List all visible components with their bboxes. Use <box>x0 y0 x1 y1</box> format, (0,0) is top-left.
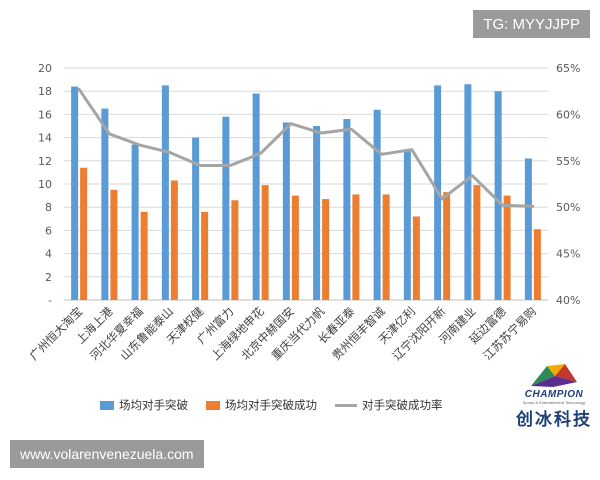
chart-legend: 场均对手突破 场均对手突破成功 对手突破成功率 <box>100 397 461 413</box>
legend-item-rate: 对手突破成功率 <box>335 397 443 413</box>
bar-success <box>322 199 330 300</box>
bar-success <box>170 180 178 300</box>
y-left-tick-label: 8 <box>45 201 52 214</box>
bar-attempts <box>464 84 472 301</box>
brand-name: CHAMPION <box>524 389 584 400</box>
watermark-tg: TG: MYYJJPP <box>473 10 590 38</box>
y-right-tick-label: 65% <box>556 62 580 75</box>
y-right-tick-label: 60% <box>556 108 580 121</box>
bar-success <box>110 189 118 300</box>
brand-tagline: Sports & Entertainment Technology <box>522 400 586 405</box>
bar-success <box>382 194 390 300</box>
bar-attempts <box>131 144 139 300</box>
bar-success <box>201 211 209 300</box>
bar-attempts <box>252 93 260 301</box>
y-left-tick-label: 10 <box>38 178 52 191</box>
legend-swatch-gray <box>335 403 357 407</box>
bar-attempts <box>313 126 321 300</box>
bar-success <box>261 185 269 300</box>
bar-attempts <box>222 116 230 300</box>
y-left-tick-label: 2 <box>45 271 52 284</box>
line-success-rate <box>77 87 535 208</box>
bar-attempts <box>373 109 381 300</box>
bar-success <box>473 185 481 300</box>
brand-cn-name: 创冰科技 <box>516 410 592 430</box>
y-right-tick-label: 45% <box>556 248 580 261</box>
y-left-tick-label: 14 <box>38 132 52 145</box>
bar-success <box>291 195 299 300</box>
y-left-tick-label: 12 <box>38 155 52 168</box>
y-right-tick-label: 55% <box>556 155 580 168</box>
bar-attempts <box>403 150 411 300</box>
brand-logo: CHAMPION Sports & Entertainment Technolo… <box>512 362 596 430</box>
bar-success <box>140 211 148 300</box>
champion-logo-icon <box>531 364 577 387</box>
bar-success <box>352 194 360 300</box>
bar-attempts <box>192 137 200 300</box>
bar-success <box>503 195 511 300</box>
bar-success <box>80 167 88 300</box>
bar-attempts <box>71 86 79 300</box>
y-left-tick-label: - <box>48 294 52 307</box>
legend-item-success: 场均对手突破成功 <box>206 397 317 413</box>
watermark-site: www.volarenvenezuela.com <box>10 440 204 468</box>
legend-swatch-orange <box>206 400 220 410</box>
bar-attempts <box>101 108 109 300</box>
y-left-tick-label: 6 <box>45 224 52 237</box>
bar-success <box>231 200 239 300</box>
legend-label-success: 场均对手突破成功 <box>225 398 317 412</box>
bar-attempts <box>494 91 502 300</box>
bar-attempts <box>524 158 532 300</box>
y-right-tick-label: 40% <box>556 294 580 307</box>
legend-label-rate: 对手突破成功率 <box>362 398 443 412</box>
y-left-tick-label: 20 <box>38 62 52 75</box>
y-right-tick-label: 50% <box>556 201 580 214</box>
bar-attempts <box>161 85 169 301</box>
legend-label-attempts: 场均对手突破 <box>119 398 188 412</box>
bar-success <box>533 229 541 300</box>
bar-attempts <box>343 119 351 300</box>
bar-success <box>412 216 420 300</box>
legend-item-attempts: 场均对手突破 <box>100 397 188 413</box>
y-left-tick-label: 16 <box>38 108 52 121</box>
legend-swatch-blue <box>100 400 114 410</box>
bar-attempts <box>282 122 290 301</box>
bar-success <box>443 192 451 300</box>
y-left-tick-label: 4 <box>45 248 52 261</box>
y-left-tick-label: 18 <box>38 85 52 98</box>
